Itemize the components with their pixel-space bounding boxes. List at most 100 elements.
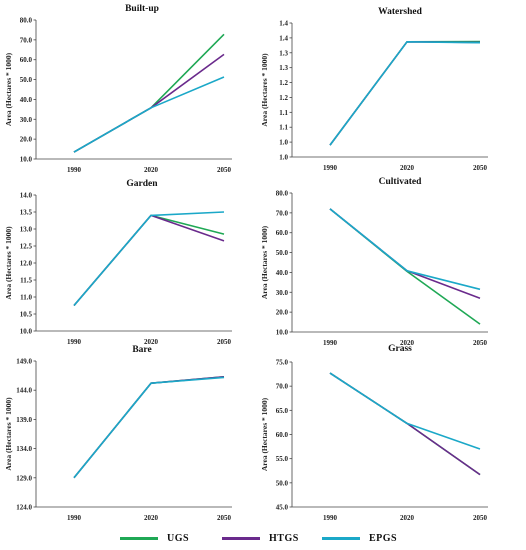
y-tick-label: 50.0 [276, 249, 289, 257]
chart-title-watershed: Watershed [378, 7, 423, 17]
y-tick-label: 10.0 [276, 329, 289, 337]
y-tick-label: 13.5 [20, 209, 33, 217]
y-tick-label: 1.0 [279, 139, 288, 147]
y-axis-label-garden: Area (Hectares * 1000) [4, 226, 13, 300]
x-tick-label: 2050 [217, 338, 232, 346]
x-tick-label: 2020 [144, 338, 159, 346]
x-tick-label: 2050 [473, 164, 488, 172]
y-tick-label: 70.0 [276, 383, 289, 391]
y-axis-label-grass: Area (Hectares * 1000) [260, 397, 269, 471]
y-tick-label: 13.0 [20, 226, 33, 234]
series-line-epgs-cultivated [329, 208, 481, 291]
y-tick-label: 12.0 [20, 260, 33, 268]
series-line-epgs-bare [73, 376, 225, 479]
y-tick-label: 1.4 [279, 20, 288, 28]
y-tick-label: 10.0 [20, 156, 33, 164]
y-tick-label: 70.0 [20, 36, 33, 44]
x-tick-label: 2050 [473, 339, 488, 347]
y-axis-label-bare: Area (Hectares * 1000) [4, 397, 13, 471]
y-tick-label: 60.0 [276, 229, 289, 237]
y-tick-label: 80.0 [276, 190, 289, 198]
y-tick-label: 55.0 [276, 455, 289, 463]
y-axis-label-built-up: Area (Hectares * 1000) [4, 52, 13, 126]
chart-cultivated: Cultivated 10.0 20.0 30.0 40.0 50.0 60.0 70.0 80… [260, 177, 488, 347]
x-tick-label: 1990 [323, 164, 338, 172]
series-line-ugs-watershed [329, 40, 481, 146]
y-tick-label: 60.0 [276, 431, 289, 439]
x-tick-label: 1990 [67, 338, 82, 346]
y-tick-label: 1.3 [279, 64, 288, 72]
y-tick-label: 10.5 [20, 311, 33, 319]
legend-swatch-ugs [120, 536, 158, 540]
chart-garden: Garden 10.0 10.5 11.0 11.5 12.0 12.5 13.0 13.5 14… [4, 179, 232, 346]
legend-label-htgs: HTGS [269, 532, 299, 544]
y-tick-label: 65.0 [276, 407, 289, 415]
y-tick-label: 134.0 [16, 445, 32, 453]
y-tick-label: 1.4 [279, 34, 288, 42]
legend-item-epgs: EPGS [322, 527, 397, 549]
legend-swatch-epgs [322, 536, 360, 540]
legend-item-ugs: UGS [120, 527, 189, 549]
series-line-ugs-garden [73, 214, 225, 307]
chart-bare: Bare 124.0 129.0 134.0 139.0 144.0 149.0 1990 20… [4, 345, 232, 522]
series-line-htgs-built-up [73, 53, 225, 153]
y-tick-label: 1.2 [279, 79, 288, 87]
y-tick-label: 75.0 [276, 359, 289, 367]
legend-swatch-htgs [222, 536, 260, 540]
chart-title-garden: Garden [126, 179, 158, 189]
y-tick-label: 1.3 [279, 49, 288, 57]
legend-item-htgs: HTGS [222, 527, 299, 549]
x-tick-label: 2020 [400, 164, 415, 172]
chart-grass: Grass 45.0 50.0 55.0 60.0 65.0 70.0 75.0 1990 202… [260, 344, 488, 522]
y-tick-label: 40.0 [20, 96, 33, 104]
x-tick-label: 1990 [67, 166, 82, 174]
y-tick-label: 11.0 [20, 294, 32, 302]
series-line-htgs-cultivated [329, 208, 481, 299]
x-tick-label: 1990 [67, 514, 82, 522]
series-line-htgs-watershed [329, 40, 481, 146]
y-tick-label: 129.0 [16, 474, 32, 482]
x-tick-label: 2020 [400, 339, 415, 347]
y-tick-label: 50.0 [20, 76, 33, 84]
series-line-epgs-garden [73, 211, 225, 307]
chart-title-bare: Bare [132, 345, 151, 355]
y-tick-label: 149.0 [16, 358, 32, 366]
x-tick-label: 2050 [473, 514, 488, 522]
y-tick-label: 139.0 [16, 416, 32, 424]
series-line-epgs-built-up [73, 76, 225, 153]
x-tick-label: 2050 [217, 166, 232, 174]
y-tick-label: 20.0 [20, 136, 33, 144]
series-line-epgs-grass [329, 372, 481, 450]
series-line-ugs-bare [73, 376, 225, 479]
y-tick-label: 1.2 [279, 94, 288, 102]
legend: UGS HTGS EPGS [0, 527, 526, 549]
x-tick-label: 2020 [400, 514, 415, 522]
y-tick-label: 11.5 [20, 277, 32, 285]
y-tick-label: 60.0 [20, 56, 33, 64]
y-tick-label: 50.0 [276, 479, 289, 487]
y-tick-label: 1.1 [279, 109, 288, 117]
x-tick-label: 1990 [323, 339, 338, 347]
x-tick-label: 2020 [144, 166, 159, 174]
x-tick-label: 1990 [323, 514, 338, 522]
legend-label-epgs: EPGS [369, 532, 398, 544]
y-tick-label: 1.1 [279, 124, 288, 132]
y-tick-label: 1.0 [279, 154, 288, 162]
series-line-epgs-watershed [329, 40, 481, 146]
y-axis-label-watershed: Area (Hectares * 1000) [260, 53, 269, 127]
chart-built-up: Built-up 10.0 20.0 30.0 40.0 50.0 60.0 70.0 80.0… [4, 4, 232, 174]
y-tick-label: 70.0 [276, 209, 289, 217]
chart-watershed: Watershed 1.0 1.0 1.1 1.1 1.2 1.2 1.3 1.3 1.4 1.4 1… [260, 7, 488, 172]
y-tick-label: 30.0 [20, 116, 33, 124]
y-tick-label: 14.0 [20, 192, 33, 200]
y-tick-label: 80.0 [20, 17, 33, 25]
y-tick-label: 20.0 [276, 309, 289, 317]
y-tick-label: 30.0 [276, 289, 289, 297]
y-tick-label: 10.0 [20, 328, 33, 336]
chart-title-built-up: Built-up [125, 4, 159, 14]
chart-title-grass: Grass [388, 344, 412, 354]
series-line-htgs-bare [73, 376, 225, 479]
y-axis-label-cultivated: Area (Hectares * 1000) [260, 225, 269, 299]
y-tick-label: 124.0 [16, 504, 32, 512]
